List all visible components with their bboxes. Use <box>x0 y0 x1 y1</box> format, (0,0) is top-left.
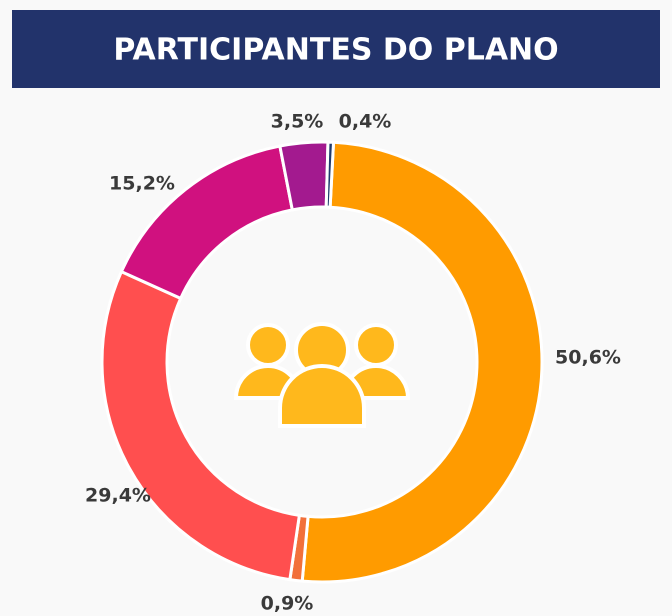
data-label: 50,6% <box>555 347 621 369</box>
data-label: 0,4% <box>339 111 392 133</box>
donut <box>100 140 544 584</box>
chart-title: PARTICIPANTES DO PLANO <box>113 33 558 68</box>
data-label: 3,5% <box>271 111 324 133</box>
donut-slice <box>300 140 544 584</box>
data-label: 15,2% <box>109 173 175 195</box>
people-icon <box>233 322 411 428</box>
data-label: 29,4% <box>85 485 151 507</box>
header-bar <box>12 10 660 88</box>
data-label: 0,9% <box>261 593 314 615</box>
donut-slice <box>100 269 302 582</box>
donut-slice <box>324 140 336 209</box>
